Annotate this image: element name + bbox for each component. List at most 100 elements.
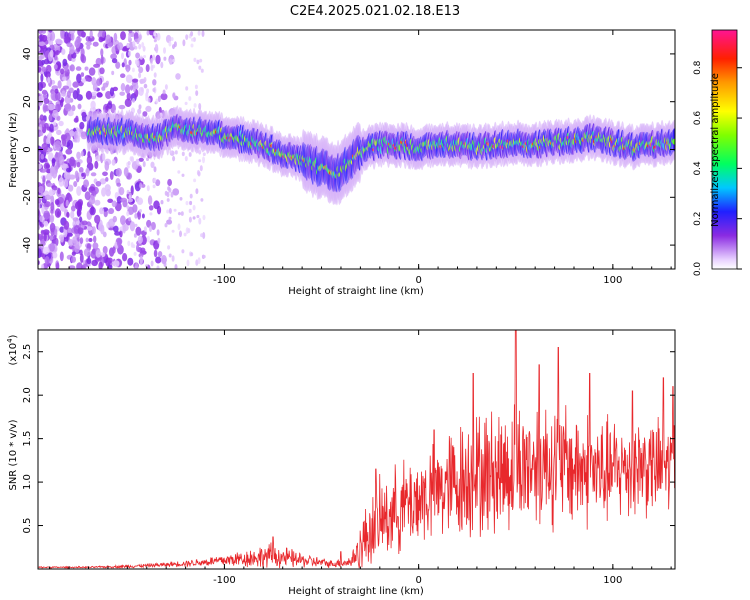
noise-speckle bbox=[145, 64, 150, 73]
noise-speckle bbox=[126, 44, 130, 49]
noise-speckle bbox=[124, 98, 132, 107]
noise-speckle bbox=[135, 52, 141, 59]
snr-series-line bbox=[38, 330, 675, 569]
noise-speckle bbox=[43, 220, 49, 227]
noise-speckle bbox=[150, 58, 153, 65]
noise-speckle bbox=[124, 84, 131, 94]
noise-speckle bbox=[139, 80, 143, 85]
noise-speckle bbox=[69, 130, 75, 137]
noise-speckle bbox=[113, 225, 119, 233]
noise-speckle bbox=[167, 245, 171, 250]
noise-speckle bbox=[62, 138, 67, 147]
noise-speckle bbox=[49, 109, 53, 114]
noise-speckle bbox=[39, 34, 43, 44]
noise-speckle bbox=[127, 257, 134, 266]
noise-speckle bbox=[138, 104, 142, 110]
noise-speckle bbox=[71, 57, 76, 63]
noise-speckle bbox=[149, 212, 153, 216]
noise-speckle bbox=[139, 55, 143, 60]
x-tick-label: 100 bbox=[603, 575, 622, 586]
noise-speckle bbox=[101, 153, 106, 162]
noise-speckle bbox=[99, 178, 107, 185]
noise-speckle bbox=[54, 88, 59, 94]
noise-speckle bbox=[55, 50, 60, 56]
noise-speckle bbox=[167, 178, 173, 187]
noise-speckle bbox=[77, 227, 84, 235]
noise-speckle bbox=[75, 115, 79, 123]
noise-speckle bbox=[187, 227, 191, 234]
noise-speckle bbox=[170, 37, 174, 41]
noise-speckle bbox=[63, 65, 69, 71]
noise-speckle bbox=[52, 121, 57, 126]
noise-speckle bbox=[102, 231, 107, 238]
noise-speckle bbox=[91, 91, 98, 97]
noise-speckle bbox=[79, 121, 85, 130]
y-tick-label: 1.0 bbox=[22, 474, 33, 490]
noise-speckle bbox=[72, 217, 79, 222]
noise-speckle bbox=[134, 223, 138, 227]
noise-speckle bbox=[38, 59, 43, 67]
noise-speckle bbox=[71, 251, 76, 256]
noise-speckle bbox=[80, 150, 84, 157]
noise-speckle bbox=[162, 89, 166, 95]
noise-speckle bbox=[81, 78, 86, 83]
noise-speckle bbox=[51, 169, 58, 179]
noise-speckle bbox=[164, 190, 168, 196]
noise-speckle bbox=[109, 171, 114, 180]
noise-speckle bbox=[70, 32, 75, 41]
noise-speckle bbox=[157, 95, 161, 103]
noise-speckle bbox=[137, 210, 142, 220]
noise-speckle bbox=[42, 246, 50, 255]
noise-speckle bbox=[134, 38, 138, 43]
noise-speckle bbox=[123, 167, 129, 177]
colorbar-tick-label: 0.8 bbox=[693, 60, 703, 75]
noise-speckle bbox=[153, 249, 158, 258]
noise-speckle bbox=[86, 257, 92, 265]
noise-speckle bbox=[50, 228, 55, 236]
noise-speckle bbox=[113, 32, 118, 43]
noise-speckle bbox=[143, 83, 148, 89]
noise-speckle bbox=[147, 97, 151, 103]
noise-speckle bbox=[156, 265, 160, 269]
noise-speckle bbox=[180, 211, 184, 216]
noise-speckle bbox=[81, 172, 85, 177]
noise-speckle bbox=[84, 66, 89, 71]
noise-speckle bbox=[112, 86, 119, 92]
y-tick-label: 0 bbox=[22, 146, 33, 152]
noise-speckle bbox=[59, 251, 64, 262]
noise-speckle bbox=[71, 104, 76, 112]
noise-speckle bbox=[197, 30, 201, 36]
noise-speckle bbox=[67, 232, 73, 237]
noise-speckle bbox=[62, 58, 68, 67]
snr-multiplier-base: (x10 bbox=[8, 343, 19, 366]
noise-speckle bbox=[152, 79, 157, 86]
noise-speckle bbox=[102, 82, 109, 88]
noise-speckle bbox=[202, 152, 206, 156]
noise-speckle bbox=[120, 73, 126, 78]
noise-speckle bbox=[38, 209, 41, 216]
noise-speckle bbox=[199, 165, 203, 172]
noise-speckle bbox=[92, 242, 99, 250]
noise-speckle bbox=[183, 232, 187, 237]
noise-speckle bbox=[155, 54, 161, 65]
snr-panel: -100 0 100 0.5 1.0 1.5 2.0 2.5 Height of straig… bbox=[6, 329, 676, 597]
noise-speckle bbox=[76, 186, 82, 196]
noise-speckle bbox=[120, 31, 126, 41]
noise-speckle bbox=[101, 187, 107, 197]
colorbar-label: Normalized spectral amplitude bbox=[710, 73, 721, 227]
noise-speckle bbox=[142, 111, 148, 117]
noise-speckle bbox=[163, 56, 167, 61]
noise-speckle bbox=[96, 78, 102, 86]
noise-speckle bbox=[200, 198, 204, 202]
noise-speckle bbox=[59, 155, 65, 166]
noise-speckle bbox=[112, 215, 118, 223]
colorbar-tick-label: 0.4 bbox=[693, 161, 703, 176]
noise-speckle bbox=[86, 155, 93, 165]
noise-speckle bbox=[172, 155, 176, 162]
noise-speckle bbox=[63, 178, 69, 188]
noise-speckle bbox=[129, 221, 136, 232]
noise-speckle bbox=[148, 205, 154, 211]
noise-speckle bbox=[146, 30, 150, 36]
noise-speckle bbox=[141, 183, 146, 188]
noise-speckle bbox=[182, 39, 186, 47]
